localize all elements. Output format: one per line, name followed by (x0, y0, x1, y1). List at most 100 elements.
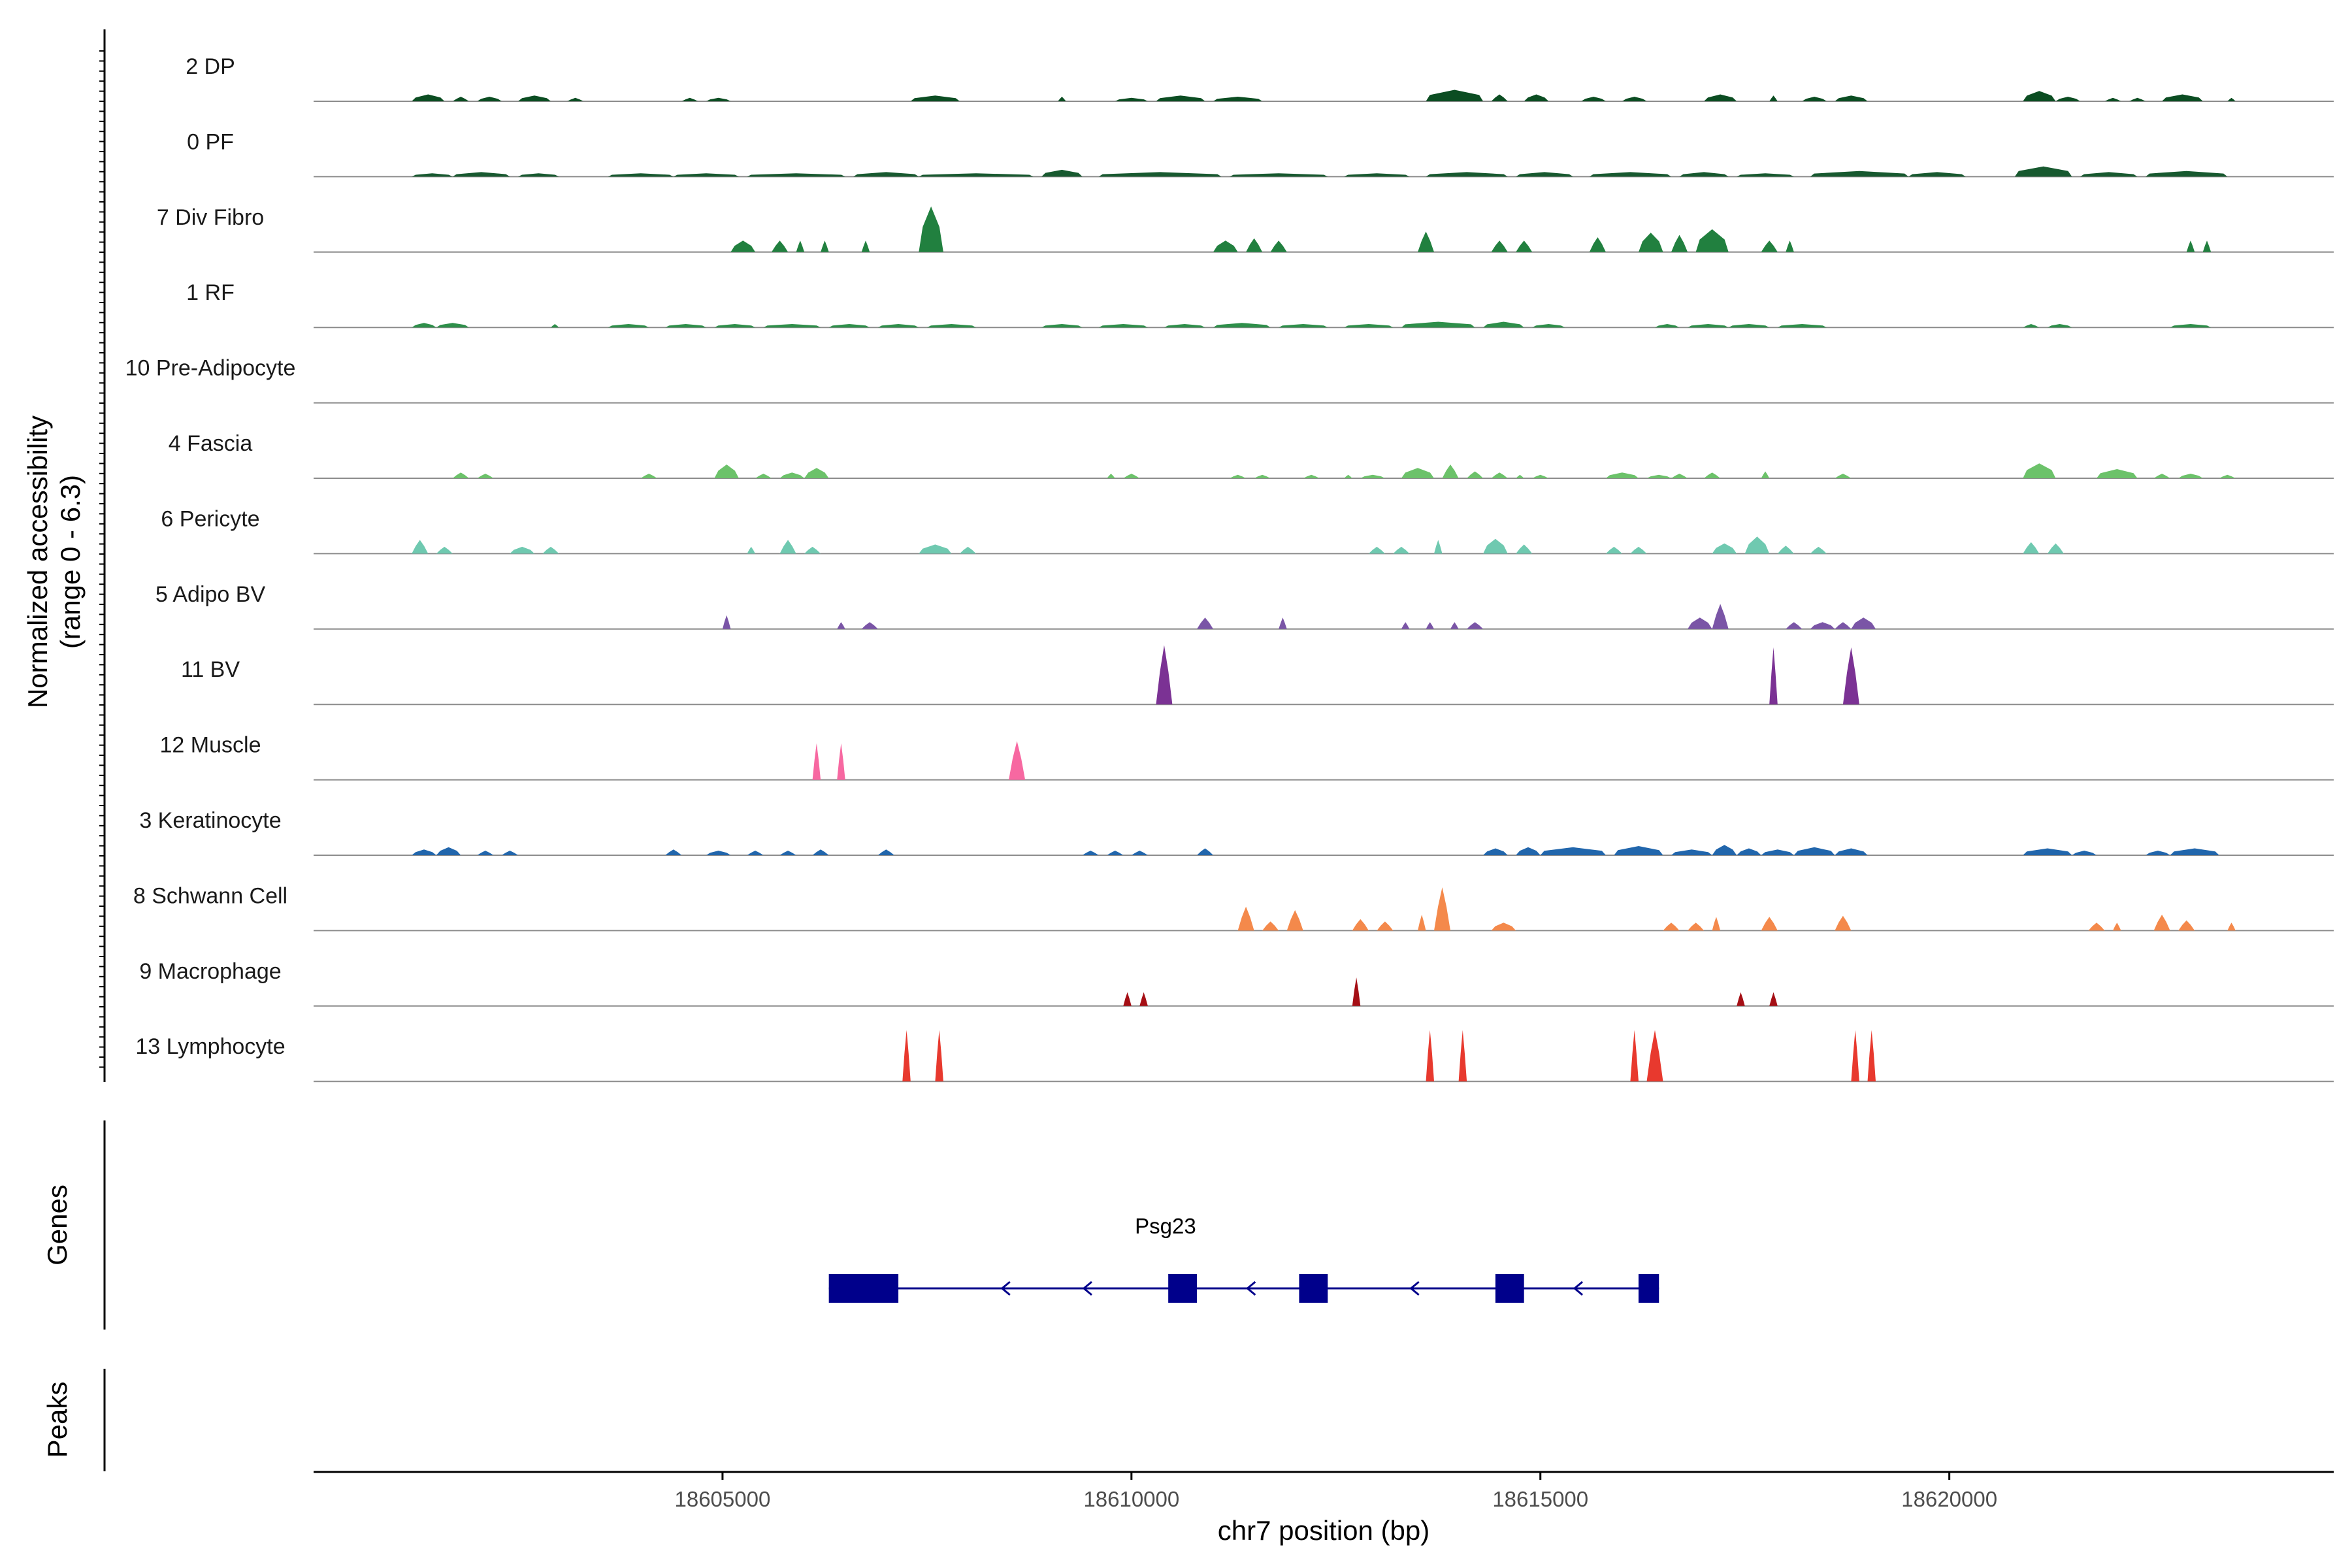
coverage-peak (772, 240, 789, 252)
coverage-peak (2170, 324, 2212, 328)
x-tick-label: 18610000 (1083, 1487, 1179, 1511)
coverage-peak (1679, 172, 1729, 177)
coverage-peak (1401, 622, 1410, 629)
coverage-peak (2186, 240, 2195, 252)
coverage-peak (436, 323, 469, 328)
coverage-peak (853, 172, 919, 177)
coverage-peak (1491, 240, 1508, 252)
coverage-peak (1516, 474, 1524, 478)
coverage-peak (1605, 472, 1639, 478)
coverage-peak (919, 173, 1034, 177)
track-5-adipo-bv: 5 Adipo BV (155, 582, 2334, 630)
coverage-peak (1737, 848, 1761, 855)
coverage-peak (1810, 546, 1827, 554)
coverage-peak (2202, 240, 2212, 252)
x-tick-label: 18615000 (1492, 1487, 1588, 1511)
coverage-peak (755, 474, 772, 478)
coverage-peak (1744, 536, 1770, 554)
coverage-peak (2153, 474, 2170, 478)
coverage-peak (1491, 923, 1516, 931)
track-1-rf: 1 RF (186, 280, 2334, 329)
coverage-peak (1851, 617, 1876, 629)
coverage-peak (1123, 992, 1132, 1006)
coverage-peak (477, 97, 502, 101)
track-2-dp: 2 DP (186, 54, 2334, 102)
coverage-peak (1810, 171, 1909, 177)
coverage-peak (1426, 172, 1508, 177)
coverage-peak (1107, 474, 1115, 478)
coverage-peak (804, 546, 821, 554)
track-9-macrophage: 9 Macrophage (139, 959, 2334, 1007)
coverage-peak (2072, 851, 2097, 855)
coverage-peak (1270, 240, 1287, 252)
coverage-peak (1712, 917, 1721, 931)
coverage-peak (2097, 469, 2138, 478)
coverage-peak (2055, 97, 2080, 101)
coverage-peak (1115, 97, 1148, 101)
coverage-peak (2129, 97, 2146, 101)
coverage-peak (1737, 173, 1794, 177)
coverage-peak (1230, 474, 1247, 478)
coverage-peak (673, 173, 739, 177)
coverage-peak (919, 206, 943, 252)
coverage-peak (1491, 94, 1508, 101)
coverage-peak (1286, 910, 1303, 931)
coverage-peak (837, 622, 845, 629)
coverage-peak (2023, 848, 2072, 855)
track-label: 3 Keratinocyte (139, 808, 281, 833)
coverage-peak (2170, 848, 2219, 855)
coverage-peak (1442, 465, 1459, 478)
x-tick-label: 18620000 (1901, 1487, 1997, 1511)
coverage-peak (2113, 923, 2121, 931)
coverage-peak (1524, 94, 1549, 101)
coverage-peak (1908, 172, 1966, 177)
coverage-peak (722, 615, 731, 629)
coverage-peak (812, 849, 829, 855)
coverage-peak (1532, 474, 1549, 478)
coverage-peak (730, 240, 755, 252)
strand-arrow-icon (1000, 1281, 1011, 1296)
coverage-peak (763, 324, 821, 328)
coverage-peak (1467, 622, 1484, 629)
coverage-peak (1704, 472, 1721, 478)
coverage-peak (1712, 604, 1729, 629)
track-8-schwann-cell: 8 Schwann Cell (133, 883, 2334, 932)
coverage-peak (551, 324, 559, 328)
coverage-peak (412, 173, 453, 177)
coverage-peak (1581, 97, 1606, 101)
coverage-peak (1589, 237, 1606, 252)
coverage-peak (1663, 923, 1680, 931)
coverage-peak (1491, 472, 1508, 478)
coverage-peak (1401, 321, 1475, 328)
coverage-peak (436, 546, 453, 554)
coverage-peak (1622, 97, 1647, 101)
coverage-peak (1360, 474, 1385, 478)
coverage-peak (1810, 622, 1835, 629)
coverage-tracks: 2 DP 0 PF 7 Div Fibro 1 RF 10 Pre-Adipocyte 4… (125, 54, 2334, 1083)
coverage-peak (1704, 94, 1737, 101)
coverage-peak (1352, 977, 1361, 1006)
coverage-peak (1655, 324, 1680, 328)
coverage-peak (2219, 474, 2236, 478)
track-label: 1 RF (186, 280, 235, 305)
coverage-peak (1009, 741, 1026, 780)
coverage-peak (608, 324, 649, 328)
coverage-peak (1851, 1030, 1859, 1082)
coverage-peak (1835, 848, 1868, 855)
gene-track: Psg23 (828, 1214, 1659, 1303)
coverage-peak (1458, 1030, 1467, 1082)
track-label: 9 Macrophage (139, 959, 281, 984)
coverage-peak (1835, 622, 1852, 629)
coverage-peak (2023, 542, 2040, 554)
coverage-peak (2178, 474, 2203, 478)
coverage-peak (2014, 166, 2072, 177)
track-4-fascia: 4 Fascia (169, 431, 2334, 479)
coverage-peak (1156, 645, 1173, 705)
coverage-peak (1835, 915, 1852, 931)
coverage-peak (2080, 172, 2138, 177)
coverage-peak (1344, 173, 1410, 177)
coverage-peak (1434, 540, 1443, 554)
coverage-peak (1777, 546, 1794, 554)
gene-exon (1168, 1274, 1197, 1303)
strand-arrow-icon (1245, 1281, 1256, 1296)
